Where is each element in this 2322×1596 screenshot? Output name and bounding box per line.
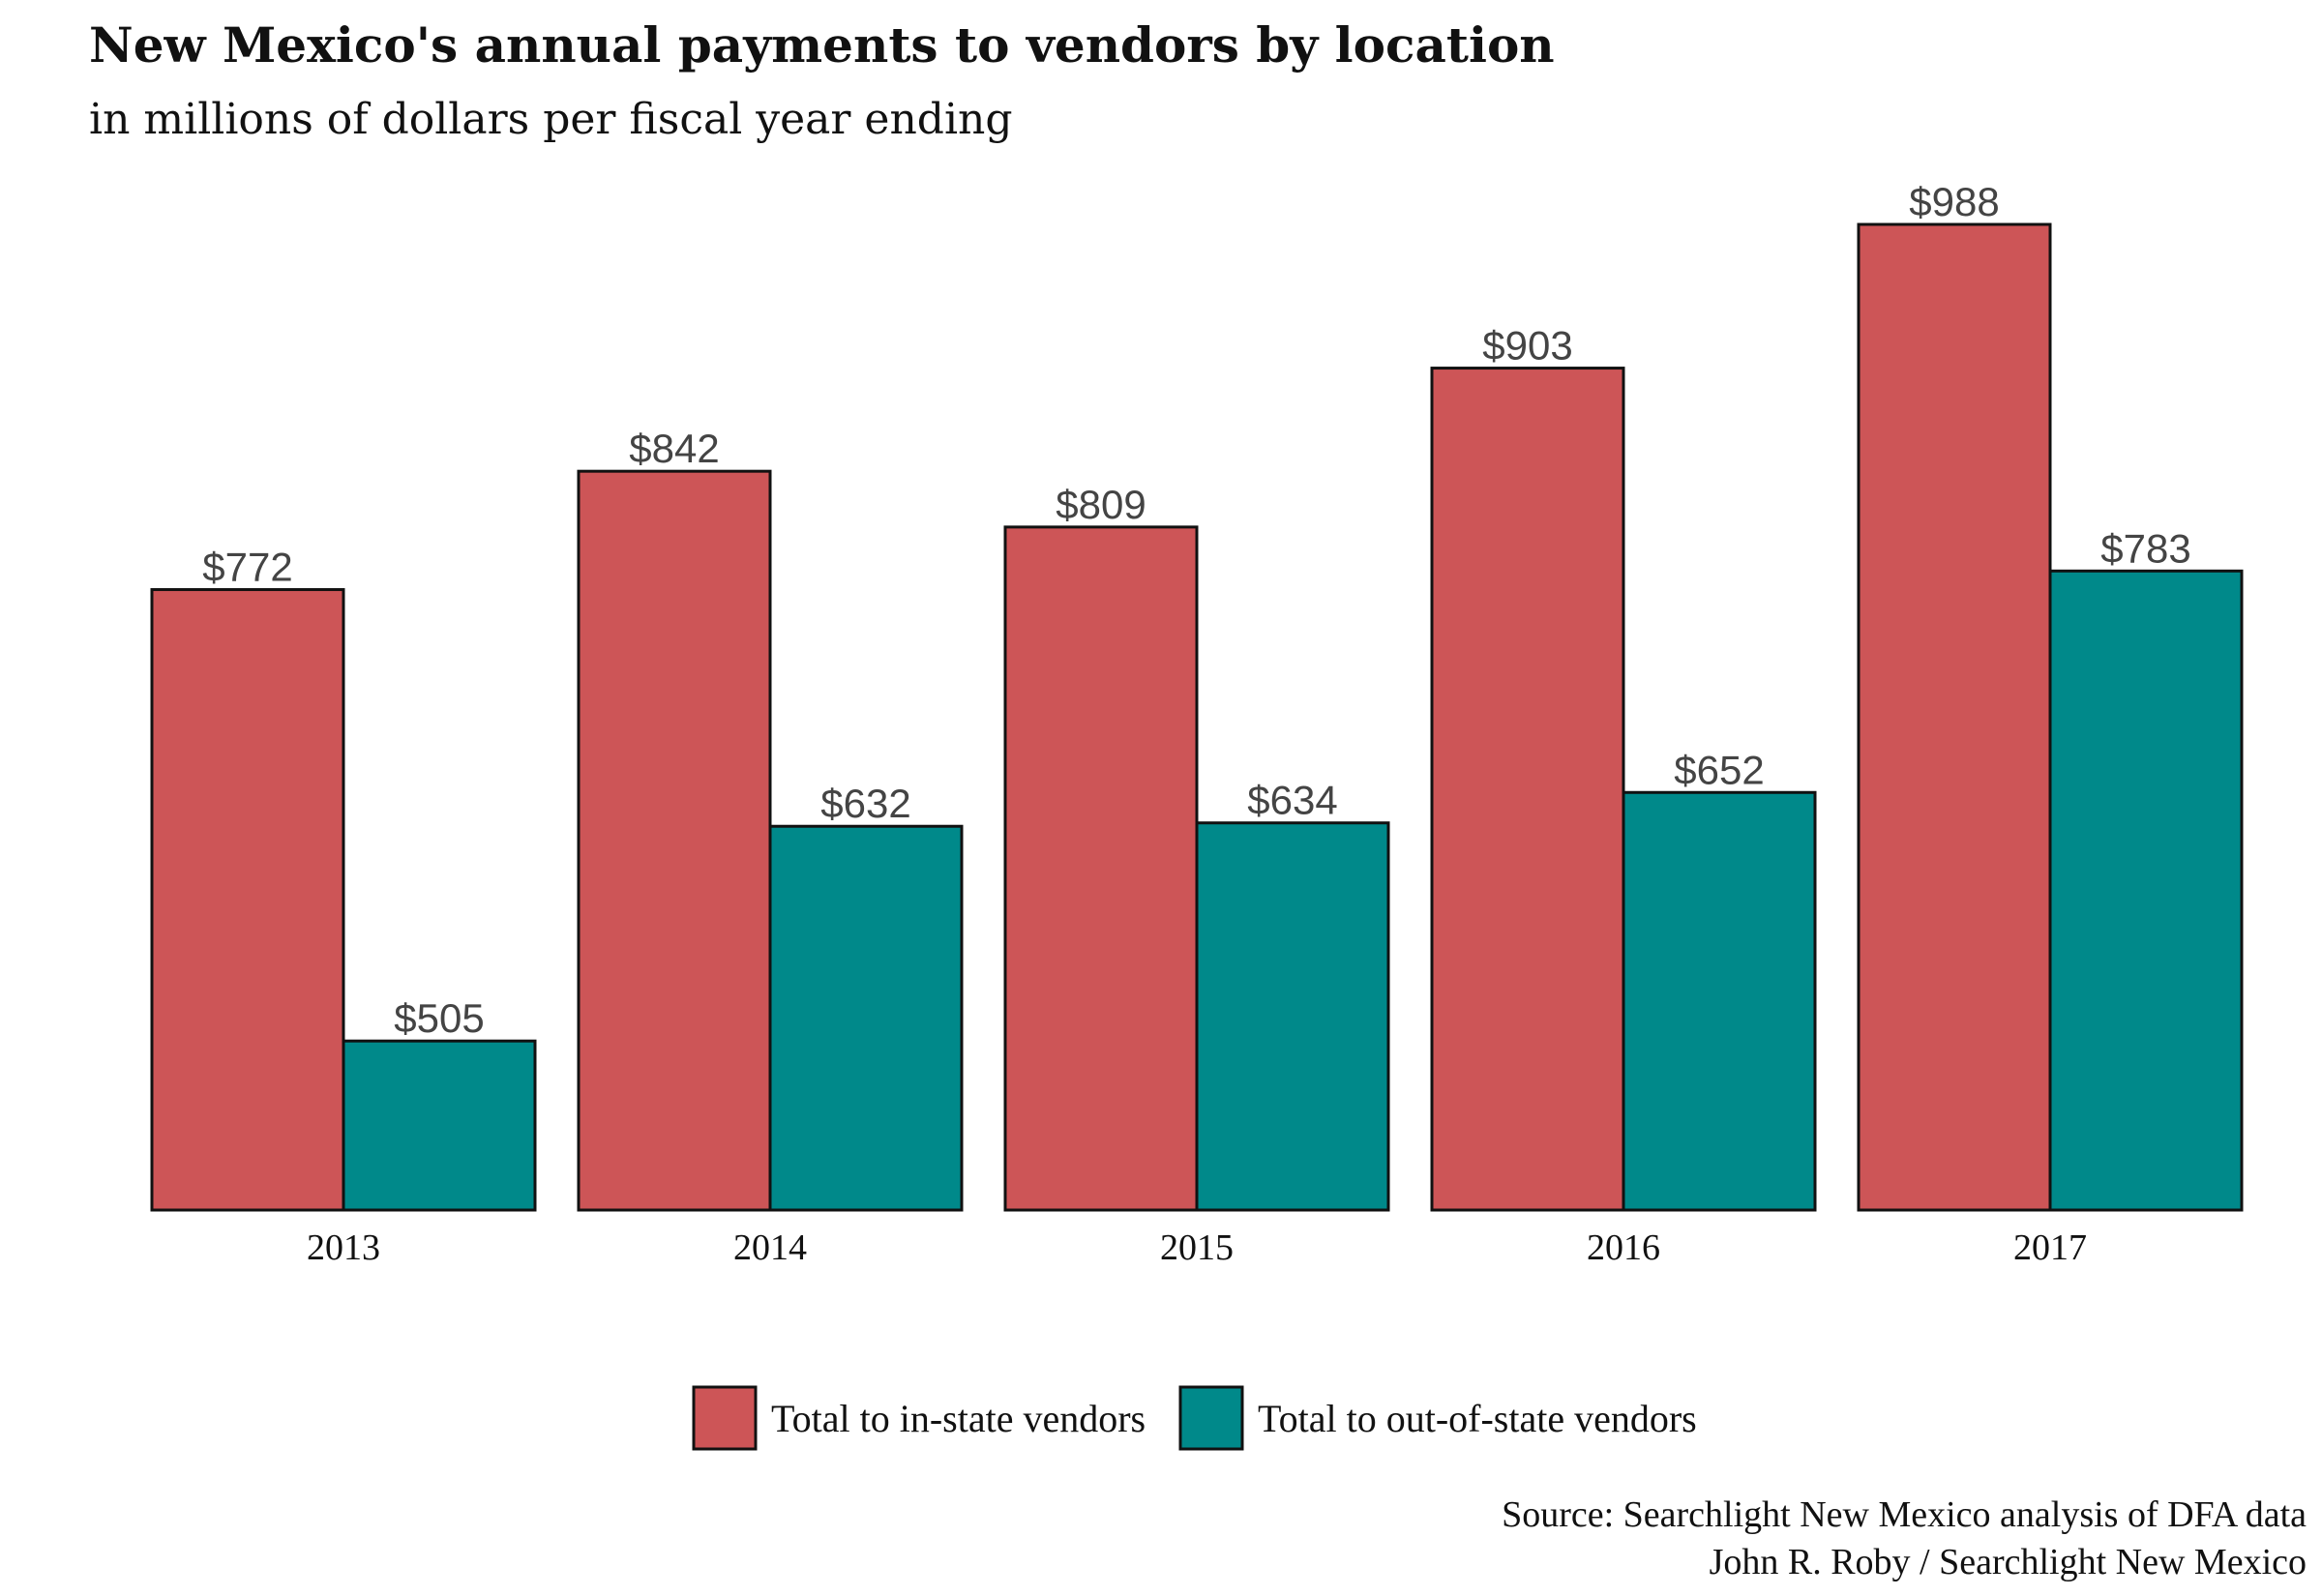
- x-axis-ticks: 2013 2014 2015 2016 2017: [307, 1227, 2087, 1268]
- legend: Total to in-state vendors Total to out-of…: [692, 1385, 1697, 1451]
- value-label-out-of-state-2013: $505: [394, 995, 484, 1041]
- x-tick-label-2015: 2015: [1160, 1227, 1234, 1268]
- bar-out-of-state-2016: [1622, 790, 1817, 1212]
- bar-in-state-2016: [1430, 367, 1625, 1212]
- value-label-in-state-2015: $809: [1056, 482, 1146, 527]
- value-labels-layer: $772 $505 $842 $632 $809 $634 $903 $652 $988 $783: [202, 179, 2190, 1041]
- value-label-out-of-state-2017: $783: [2100, 525, 2190, 571]
- bar-in-state-2014: [577, 469, 772, 1212]
- legend-label-out-of-state: Total to out-of-state vendors: [1258, 1397, 1697, 1440]
- legend-swatch-in-state: [692, 1385, 758, 1451]
- x-tick-label-2013: 2013: [307, 1227, 380, 1268]
- legend-label-in-state: Total to in-state vendors: [771, 1397, 1146, 1440]
- bar-in-state-2017: [1857, 222, 2052, 1212]
- value-label-in-state-2013: $772: [202, 545, 292, 590]
- value-label-out-of-state-2016: $652: [1674, 747, 1764, 792]
- bar-out-of-state-2013: [342, 1039, 537, 1212]
- legend-swatch-out-of-state: [1178, 1385, 1244, 1451]
- value-label-in-state-2016: $903: [1482, 323, 1572, 369]
- bar-in-state-2015: [1003, 525, 1199, 1212]
- value-label-out-of-state-2014: $632: [820, 781, 910, 826]
- x-tick-label-2016: 2016: [1587, 1227, 1660, 1268]
- value-label-in-state-2017: $988: [1909, 179, 1999, 224]
- value-label-out-of-state-2015: $634: [1247, 778, 1337, 823]
- bar-out-of-state-2017: [2048, 569, 2244, 1212]
- bar-out-of-state-2015: [1195, 821, 1390, 1212]
- chart-subtitle: in millions of dollars per fiscal year e…: [89, 95, 1013, 144]
- x-tick-label-2014: 2014: [733, 1227, 807, 1268]
- value-label-in-state-2014: $842: [629, 426, 719, 471]
- caption-source: Source: Searchlight New Mexico analysis …: [1502, 1494, 2307, 1535]
- x-tick-label-2017: 2017: [2013, 1227, 2087, 1268]
- bars-layer: [150, 222, 2244, 1212]
- bar-in-state-2013: [150, 588, 345, 1212]
- bar-out-of-state-2014: [768, 824, 964, 1212]
- caption-credit: John R. Roby / Searchlight New Mexico: [1710, 1542, 2307, 1582]
- chart-title: New Mexico's annual payments to vendors …: [89, 16, 1555, 74]
